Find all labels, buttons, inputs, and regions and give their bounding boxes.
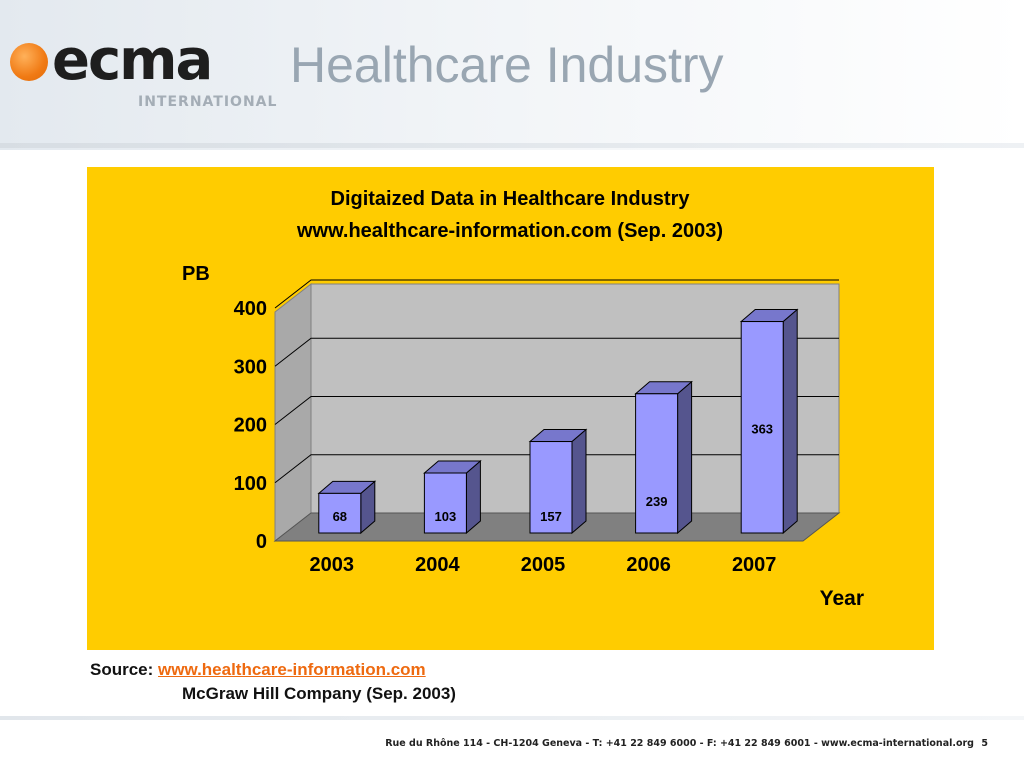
source-publisher: McGraw Hill Company (Sep. 2003) [182, 684, 456, 703]
data-label: 68 [333, 509, 347, 524]
data-label: 103 [435, 509, 457, 524]
gridline [274, 279, 839, 309]
logo-subtitle: INTERNATIONAL [138, 94, 278, 110]
y-tick-label: 100 [234, 473, 267, 495]
plot-side-wall [274, 282, 312, 543]
bar [529, 441, 573, 534]
source-note: Source: www.healthcare-information.com M… [90, 658, 456, 706]
y-tick-label: 0 [256, 531, 267, 553]
bar-side [571, 428, 587, 535]
chart-panel: 0 100 200 300 400 68 2003 103 2004 157 2005 239 2006… [87, 167, 934, 650]
x-tick-label: 2003 [310, 554, 355, 576]
ecma-logo: ecma INTERNATIONAL [10, 28, 290, 116]
y-tick-label: 300 [234, 356, 267, 378]
gridline [274, 337, 839, 367]
bar [635, 393, 679, 534]
header-band [0, 0, 1024, 150]
header-divider [0, 143, 1024, 148]
footer-divider [0, 716, 1024, 720]
bar-side [782, 308, 798, 535]
page-number: 5 [981, 738, 988, 749]
x-tick-label: 2005 [521, 554, 566, 576]
data-label: 239 [646, 494, 668, 509]
bar [740, 321, 784, 534]
bar-side [677, 380, 693, 535]
x-axis-label: Year [820, 587, 864, 610]
bar-chart: 0 100 200 300 400 68 2003 103 2004 157 2005 239 2006… [182, 188, 864, 610]
source-link[interactable]: www.healthcare-information.com [158, 660, 426, 679]
chart-title: Digitaized Data in Healthcare Industry [331, 188, 691, 210]
data-label: 363 [751, 422, 773, 437]
x-tick-label: 2004 [415, 554, 460, 576]
footer-address: Rue du Rhône 114 - CH-1204 Geneva - T: +… [385, 738, 974, 749]
data-label: 157 [540, 509, 562, 524]
chart-subtitle: www.healthcare-information.com (Sep. 200… [296, 220, 723, 242]
bar [318, 492, 362, 534]
y-tick-label: 400 [234, 298, 267, 320]
y-axis-label: PB [182, 263, 210, 285]
x-tick-label: 2007 [732, 554, 777, 576]
x-tick-label: 2006 [626, 554, 671, 576]
logo-dot-icon [10, 43, 48, 81]
logo-wordmark: ecma [52, 28, 213, 93]
page-title: Healthcare Industry [290, 37, 724, 93]
bar [423, 472, 467, 534]
y-tick-label: 200 [234, 415, 267, 437]
source-label: Source: [90, 660, 154, 679]
